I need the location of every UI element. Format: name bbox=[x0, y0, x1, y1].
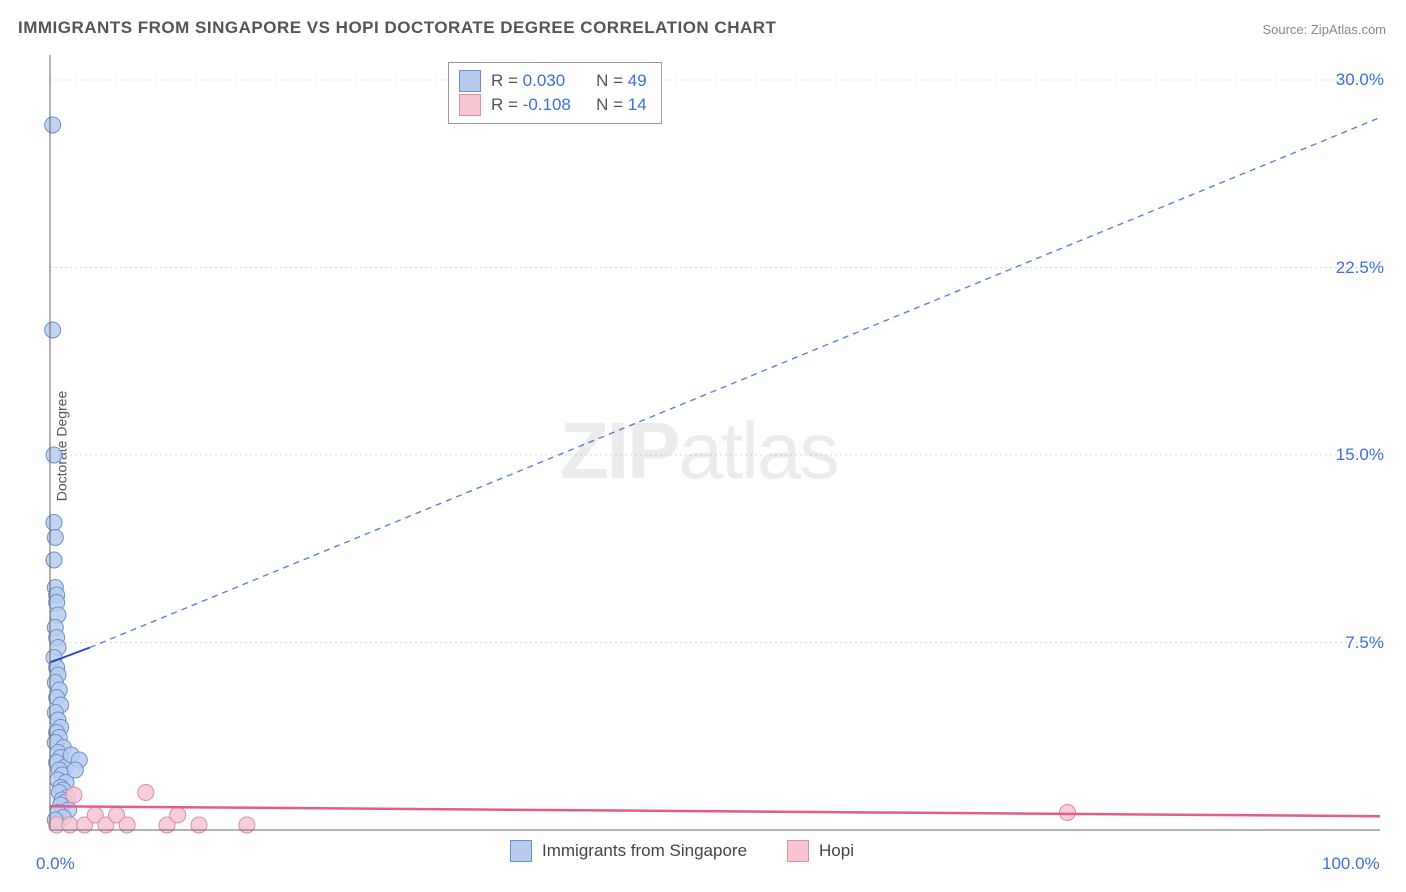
y-tick-label: 7.5% bbox=[1310, 633, 1384, 653]
legend-series: Immigrants from Singapore Hopi bbox=[510, 840, 854, 862]
scatter-chart bbox=[0, 0, 1406, 892]
legend-series-label: Immigrants from Singapore bbox=[542, 841, 747, 861]
legend-swatch bbox=[459, 94, 481, 116]
legend-series-label: Hopi bbox=[819, 841, 854, 861]
y-tick-label: 22.5% bbox=[1310, 258, 1384, 278]
legend-swatch bbox=[459, 70, 481, 92]
legend-series-item: Hopi bbox=[787, 840, 854, 862]
x-tick-max: 100.0% bbox=[1322, 854, 1380, 874]
legend-series-item: Immigrants from Singapore bbox=[510, 840, 747, 862]
legend-correlation-row: R = -0.108 N = 14 bbox=[459, 93, 647, 117]
x-tick-min: 0.0% bbox=[36, 854, 75, 874]
legend-swatch bbox=[510, 840, 532, 862]
y-tick-label: 15.0% bbox=[1310, 445, 1384, 465]
legend-correlation-row: R = 0.030 N = 49 bbox=[459, 69, 647, 93]
y-tick-label: 30.0% bbox=[1310, 70, 1384, 90]
legend-swatch bbox=[787, 840, 809, 862]
legend-correlation-box: R = 0.030 N = 49R = -0.108 N = 14 bbox=[448, 62, 662, 124]
